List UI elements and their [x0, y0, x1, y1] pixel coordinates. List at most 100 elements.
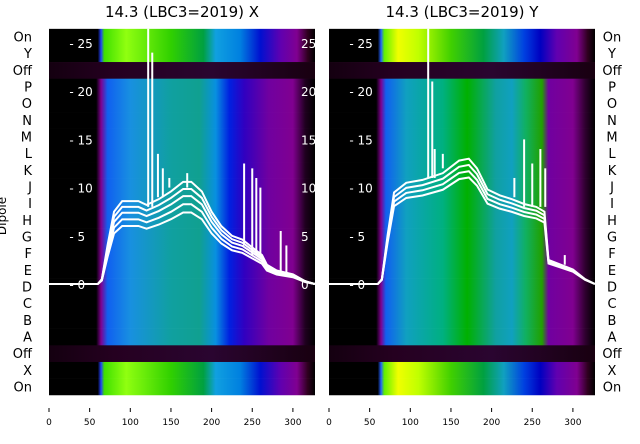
row-label: E	[608, 264, 616, 279]
x-tick-label: 0	[326, 418, 332, 428]
heatmap-row-b	[329, 311, 595, 329]
row-label: K	[608, 164, 617, 179]
overlay-y-tick-right: 0	[301, 278, 309, 292]
row-label: O	[607, 97, 617, 112]
row-label: E	[24, 264, 32, 279]
row-label: L	[25, 147, 33, 162]
row-label: N	[22, 114, 32, 129]
x-tick-label: 50	[84, 418, 96, 428]
heatmap-row-j	[49, 178, 315, 196]
x-tick-label: 200	[483, 418, 500, 428]
row-label: Off	[13, 347, 33, 362]
heatmap-row-d	[329, 278, 595, 296]
x-tick-label: 50	[364, 418, 376, 428]
overlay-lines	[49, 28, 315, 285]
heatmap-row-h	[329, 212, 595, 229]
row-label: J	[27, 181, 32, 196]
overlay-y-tick: - 25	[69, 37, 92, 51]
row-label: H	[607, 214, 617, 229]
overlay-y-tick: - 5	[349, 230, 365, 244]
row-label: L	[608, 147, 616, 162]
heatmap-row-d	[49, 278, 315, 296]
heatmap-row-c	[329, 295, 595, 313]
heatmap-row-on	[329, 378, 595, 396]
row-label: H	[22, 214, 32, 229]
heatmap	[49, 28, 315, 396]
overlay-y-tick: - 20	[349, 85, 372, 99]
row-label: D	[22, 280, 32, 295]
row-label: Y	[23, 47, 32, 62]
overlay-y-tick-right: 20	[301, 85, 316, 99]
row-label: On	[603, 31, 621, 46]
heatmap-row-l	[49, 145, 315, 163]
x-tick-label: 200	[203, 418, 220, 428]
series-line-dipole-2	[49, 187, 315, 285]
heatmap-row-off	[329, 345, 595, 363]
row-label: Off	[602, 64, 622, 79]
overlay-y-tick: - 5	[69, 230, 85, 244]
row-label: On	[14, 380, 32, 395]
row-label: G	[22, 230, 32, 245]
overlay-y-tick: - 15	[349, 133, 372, 147]
row-label: K	[23, 164, 32, 179]
row-label: F	[25, 247, 32, 262]
row-label: X	[608, 364, 617, 379]
overlay-y-tick-right: 15	[301, 133, 316, 147]
row-label: M	[21, 131, 32, 146]
overlay-y-tick: - 15	[69, 133, 92, 147]
heatmap-row-n	[329, 112, 595, 129]
row-label: M	[606, 131, 617, 146]
row-label: X	[23, 364, 32, 379]
heatmap-row-e	[329, 261, 595, 279]
row-label: On	[603, 380, 621, 395]
x-tick-label: 250	[244, 418, 261, 428]
heatmap-row-g	[329, 228, 595, 246]
heatmap-row-on	[49, 378, 315, 396]
heatmap-row-k	[49, 162, 315, 179]
heatmap-row-f	[49, 245, 315, 263]
row-label: F	[608, 247, 615, 262]
heatmap-row-y	[329, 45, 595, 63]
heatmap-row-off	[49, 345, 315, 363]
heatmap-row-n	[49, 112, 315, 129]
overlay-y-tick: - 10	[349, 182, 372, 196]
row-label: I	[610, 197, 614, 212]
x-tick-label: 150	[442, 418, 459, 428]
series-line-dipole-5	[49, 211, 315, 285]
heatmap-row-h	[49, 212, 315, 229]
heatmap-row-i	[329, 195, 595, 213]
row-label: O	[22, 97, 32, 112]
row-label: N	[607, 114, 617, 129]
row-label: D	[607, 280, 617, 295]
x-tick-label: 300	[284, 418, 301, 428]
row-label: P	[608, 81, 616, 96]
row-label: C	[23, 297, 32, 312]
heatmap-row-f	[329, 245, 595, 263]
overlay-y-tick-right: 5	[301, 230, 309, 244]
y-axis-label: Dipole	[0, 197, 9, 235]
row-label: A	[23, 330, 32, 345]
overlay-y-tick: - 10	[69, 182, 92, 196]
series-line-dipole-4	[329, 176, 595, 285]
x-tick-label: 300	[564, 418, 581, 428]
heatmap-row-p	[49, 78, 315, 96]
heatmap-row-o	[329, 95, 595, 113]
heatmap-row-on	[49, 28, 315, 46]
heatmap	[329, 28, 595, 396]
overlay-y-tick: - 25	[349, 37, 372, 51]
heatmap-row-b	[49, 311, 315, 329]
heatmap-row-a	[49, 328, 315, 346]
overlay-y-tick-right: 25	[301, 37, 316, 51]
heatmap-row-m	[49, 128, 315, 146]
heatmap-row-i	[49, 195, 315, 213]
heatmap-row-c	[49, 295, 315, 313]
series-line-dipole-4	[49, 203, 315, 285]
panel-title: 14.3 (LBC3=2019) X	[105, 3, 259, 21]
overlay-y-tick: - 20	[69, 85, 92, 99]
row-label: Off	[602, 347, 622, 362]
row-label: On	[14, 31, 32, 46]
heatmap-row-off	[49, 62, 315, 79]
overlay-lines	[329, 28, 595, 285]
series-line-dipole-3	[49, 195, 315, 285]
row-label: I	[28, 197, 32, 212]
